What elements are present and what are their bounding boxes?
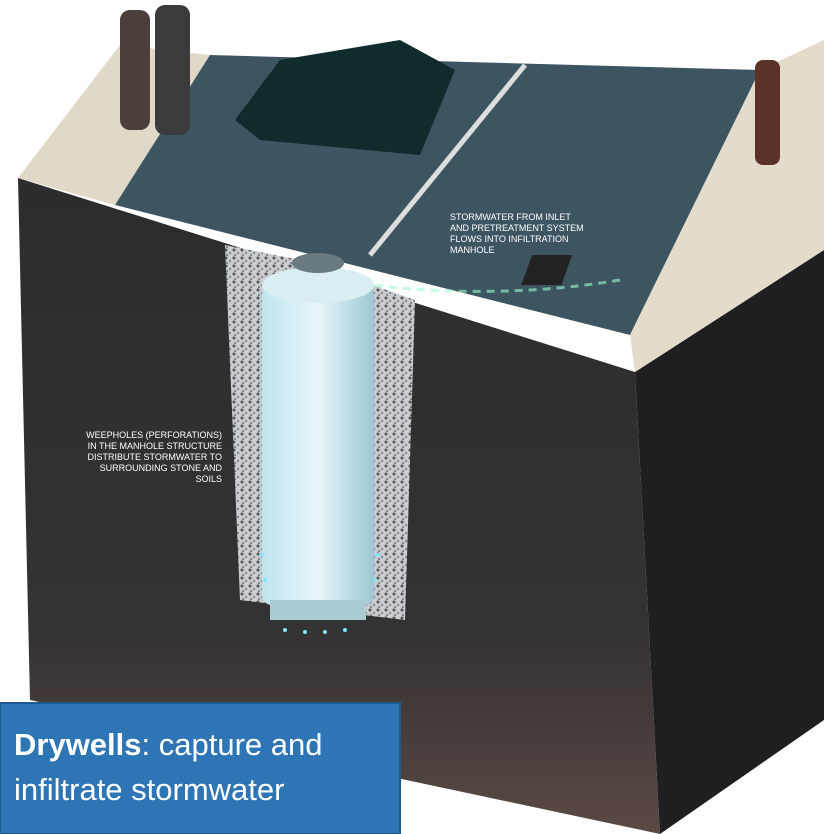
caption-term: Drywells <box>14 727 142 762</box>
inlet-grate <box>521 255 573 285</box>
flow-path <box>369 278 621 293</box>
annotation-line: DISTRIBUTE STORMWATER TO <box>87 452 222 462</box>
caption-text: infiltrate stormwater <box>14 772 284 807</box>
manhole-top <box>262 267 374 303</box>
caption-text: : capture and <box>142 727 323 762</box>
person <box>120 10 150 130</box>
person <box>755 60 780 165</box>
caption-box <box>0 702 401 834</box>
lane-line <box>368 63 527 257</box>
soil-side <box>635 250 824 834</box>
annotation-line: MANHOLE <box>450 245 495 255</box>
annotation-line: WEEPHOLES (PERFORATIONS) <box>86 430 222 440</box>
manhole <box>262 285 374 605</box>
manhole-base <box>270 600 366 620</box>
annotation: WEEPHOLES (PERFORATIONS)IN THE MANHOLE S… <box>86 430 222 484</box>
annotation-line: SOILS <box>195 474 222 484</box>
annotation-line: STORMWATER FROM INLET <box>450 212 571 222</box>
car <box>235 40 455 155</box>
annotation-line: FLOWS INTO INFILTRATION <box>450 234 569 244</box>
caption: Drywells: capture and <box>14 727 322 762</box>
annotation-line: IN THE MANHOLE STRUCTURE <box>88 441 222 451</box>
person <box>155 5 190 135</box>
annotation-line: SURROUNDING STONE AND <box>100 463 223 473</box>
weephole-drips <box>260 553 380 634</box>
annotation-line: AND PRETREATMENT SYSTEM <box>450 223 584 233</box>
manhole-cover <box>292 253 344 273</box>
